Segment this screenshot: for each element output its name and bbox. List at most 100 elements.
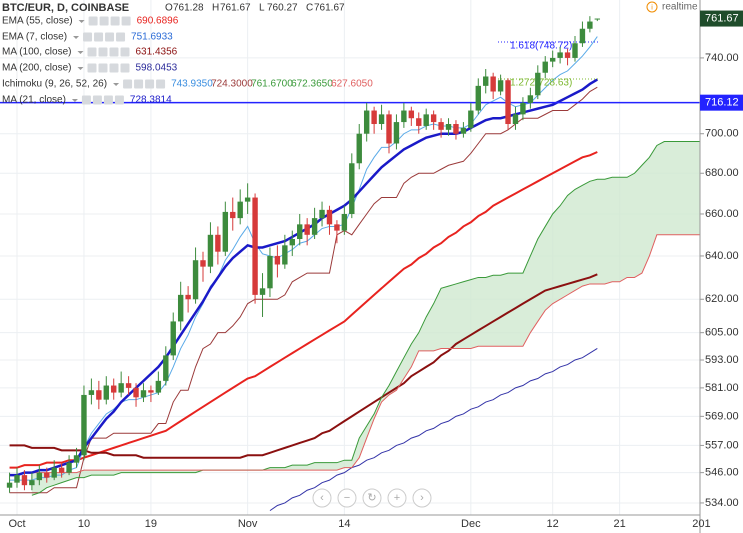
study-control[interactable]: [87, 47, 97, 57]
candle-body: [21, 475, 28, 486]
icon: ↻: [367, 492, 376, 504]
study-control[interactable]: [99, 16, 109, 26]
status: realtime: [662, 2, 698, 13]
study-control[interactable]: [81, 95, 91, 105]
ichimoku-cloud: [31, 141, 700, 496]
x-tick-label: 19: [145, 518, 157, 530]
study-menu[interactable]: [78, 20, 85, 23]
candle-body: [475, 85, 481, 111]
study-control[interactable]: [134, 79, 144, 89]
last-price-label: 761.67: [705, 12, 739, 24]
study-value: 743.9350: [171, 79, 213, 90]
x-tick-label: 12: [547, 518, 559, 530]
candle-body: [207, 234, 214, 267]
candle-body: [14, 475, 20, 483]
candle-body: [96, 390, 102, 400]
candle-body: [393, 122, 400, 144]
candle-body: [215, 234, 221, 252]
scroll-right-button[interactable]: [412, 488, 432, 508]
study-control[interactable]: [123, 79, 133, 89]
study-menu[interactable]: [113, 83, 120, 86]
y-tick-label: 534.00: [705, 497, 739, 509]
ohlc-value: 761.28: [173, 3, 204, 14]
candle-body: [416, 118, 422, 126]
study-value: 631.4356: [135, 47, 177, 58]
x-tick-label: 21: [614, 518, 626, 530]
study-control[interactable]: [145, 79, 155, 89]
icon: ‹: [320, 492, 324, 504]
legend: EMA (55, close) 690.6896 EMA (7, close) 751…: [2, 16, 373, 106]
zoom-in-button[interactable]: [387, 488, 407, 508]
indicator-line: [9, 273, 598, 459]
study-label: Ichimoku (9, 26, 52, 26): [2, 79, 107, 90]
candle-body: [468, 110, 474, 128]
ohlc-value: 760.27: [267, 3, 298, 14]
icon: ›: [420, 492, 424, 504]
study-control[interactable]: [121, 16, 131, 26]
study-control[interactable]: [110, 16, 120, 26]
study-menu[interactable]: [77, 67, 84, 70]
candle-body: [371, 110, 377, 125]
study-control[interactable]: [109, 47, 119, 57]
study-menu[interactable]: [73, 36, 80, 39]
study-control[interactable]: [109, 63, 119, 73]
study-control[interactable]: [98, 47, 108, 57]
fib-label: 1.272(728.63): [510, 78, 572, 89]
price-axis: [700, 0, 743, 533]
study-control[interactable]: [114, 95, 124, 105]
candle-body: [594, 18, 601, 20]
candle-body: [192, 260, 199, 300]
candle-body: [133, 387, 139, 398]
candle-body: [140, 390, 147, 398]
study-control[interactable]: [92, 95, 102, 105]
study-menu[interactable]: [77, 51, 84, 54]
study-control[interactable]: [156, 79, 166, 89]
fib-label: 1.618(748.72): [510, 41, 572, 52]
study-control[interactable]: [94, 32, 104, 42]
reset-button[interactable]: [362, 488, 382, 508]
candle-body: [505, 80, 511, 125]
study-menu[interactable]: [71, 99, 78, 102]
candle-body: [527, 95, 534, 103]
candle-body: [297, 224, 303, 240]
study-control[interactable]: [98, 63, 108, 73]
candle-body: [73, 455, 80, 463]
candle-body: [200, 260, 206, 267]
y-tick-label: 680.00: [705, 167, 739, 179]
scroll-left-button[interactable]: [312, 488, 332, 508]
study-label: MA (100, close): [2, 47, 71, 58]
study-control[interactable]: [88, 16, 98, 26]
candle-body: [230, 211, 236, 219]
indicator-line: [269, 348, 598, 512]
candle-body: [51, 467, 57, 478]
candle-body: [177, 294, 184, 322]
study-label: EMA (55, close): [2, 16, 73, 27]
candle-body: [564, 52, 571, 58]
candle-body: [445, 124, 452, 130]
zoom-out-button[interactable]: [337, 488, 357, 508]
candle-body: [356, 133, 362, 164]
study-control[interactable]: [103, 95, 113, 105]
study-control[interactable]: [105, 32, 115, 42]
study-value: 761.6700: [251, 79, 293, 90]
study-label: MA (200, close): [2, 63, 71, 74]
candle-body: [29, 480, 35, 486]
candle-body: [44, 472, 50, 478]
candle-body: [88, 390, 95, 395]
study-control[interactable]: [83, 32, 93, 42]
candle-body: [289, 239, 295, 246]
study-control[interactable]: [116, 32, 126, 42]
candle-body: [267, 255, 273, 289]
candle-body: [311, 218, 318, 235]
study-control[interactable]: [87, 63, 97, 73]
candle-body: [363, 110, 370, 134]
study-control[interactable]: [120, 47, 130, 57]
candle-body: [252, 197, 258, 295]
x-tick-label: 14: [338, 518, 350, 530]
indicator-line: [9, 36, 598, 481]
ohlc-key: O: [165, 3, 173, 14]
study-control[interactable]: [120, 63, 130, 73]
x-tick-label: Dec: [461, 518, 481, 530]
candle-body: [453, 124, 459, 134]
y-tick-label: 605.00: [705, 327, 739, 339]
